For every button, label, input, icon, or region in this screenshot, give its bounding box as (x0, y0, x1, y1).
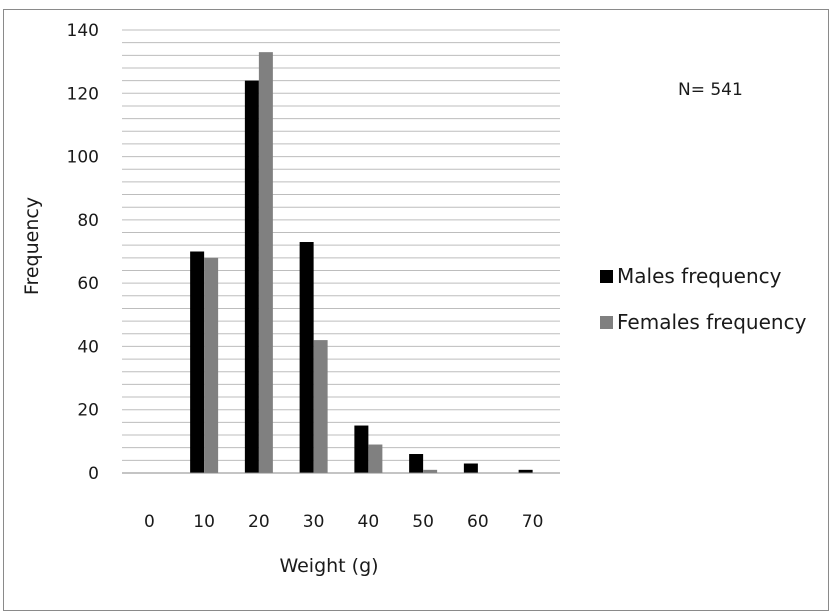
females-bar-10 (204, 257, 219, 473)
x-tick-label: 40 (358, 512, 380, 532)
x-axis-ticks: 0 10 20 30 40 50 60 70 (144, 512, 543, 532)
legend-swatch (600, 316, 613, 329)
x-tick-label: 20 (248, 512, 270, 532)
females-bar-50 (423, 469, 438, 473)
x-tick-label: 70 (522, 512, 544, 532)
males-bar-40 (354, 425, 369, 473)
legend-label: Males frequency (617, 264, 782, 288)
males-bar-20 (244, 80, 259, 473)
males-bar-60 (463, 463, 478, 473)
x-tick-label: 50 (412, 512, 434, 532)
y-tick-label: 80 (77, 211, 99, 231)
y-tick-label: 0 (88, 464, 99, 484)
females-bar-20 (258, 52, 273, 474)
chart-frame (3, 9, 829, 611)
y-tick-label: 40 (77, 337, 99, 357)
x-tick-label: 60 (467, 512, 489, 532)
males-bar-30 (299, 242, 314, 473)
y-tick-label: 20 (77, 401, 99, 421)
legend-label: Females frequency (617, 310, 807, 334)
males-bar-50 (409, 454, 424, 473)
x-tick-label: 0 (144, 512, 155, 532)
y-tick-label: 140 (67, 21, 99, 41)
legend: Males frequency Females frequency (600, 264, 807, 334)
y-axis-title: Frequency (21, 197, 43, 295)
gridlines (122, 29, 560, 461)
legend-swatch (600, 270, 613, 283)
y-tick-label: 100 (67, 148, 99, 168)
x-axis-title: Weight (g) (279, 555, 378, 577)
x-tick-label: 30 (303, 512, 325, 532)
x-tick-label: 10 (193, 512, 215, 532)
y-tick-label: 60 (77, 274, 99, 294)
sample-size-annotation: N= 541 (678, 80, 743, 100)
y-axis-ticks: 0 20 40 60 80 100 120 140 (67, 21, 99, 484)
y-tick-label: 120 (67, 84, 99, 104)
males-bar-10 (190, 251, 205, 473)
females-bar-30 (313, 340, 328, 473)
males-bar-70 (518, 469, 533, 473)
females-bar-40 (368, 444, 383, 473)
bars (190, 52, 533, 474)
